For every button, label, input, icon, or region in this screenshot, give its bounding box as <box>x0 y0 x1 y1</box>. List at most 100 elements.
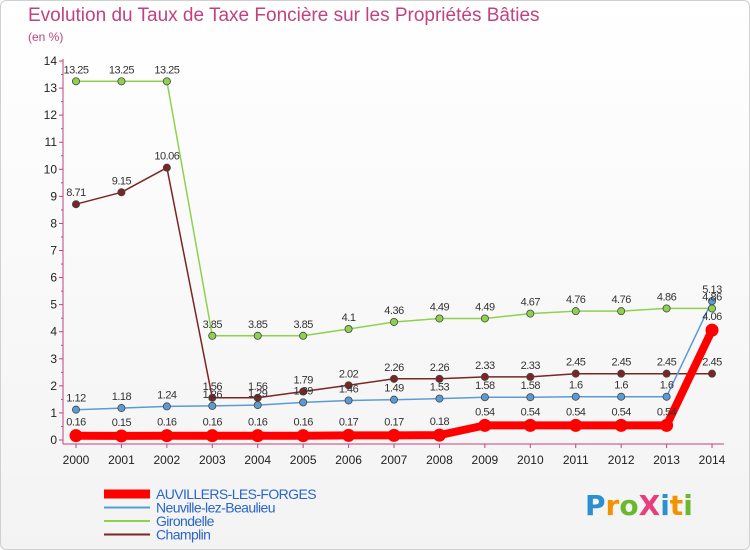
data-label: 0.54 <box>657 406 677 418</box>
y-tick-label: 8 <box>50 216 57 230</box>
data-label: 1.39 <box>293 385 313 397</box>
data-label: 0.16 <box>248 417 268 429</box>
data-label: 1.79 <box>293 375 313 387</box>
data-point <box>72 405 81 414</box>
y-tick-label: 13 <box>44 81 58 95</box>
data-point <box>526 372 535 381</box>
data-point <box>526 393 535 402</box>
data-point <box>117 188 126 197</box>
data-label: 9.15 <box>112 175 132 187</box>
x-tick-label: 2014 <box>699 453 726 467</box>
data-point <box>432 428 446 442</box>
data-label: 4.1 <box>342 312 356 324</box>
data-point <box>72 77 81 86</box>
data-label: 4.49 <box>475 301 495 313</box>
data-label: 0.54 <box>611 406 631 418</box>
x-tick-label: 2004 <box>244 453 271 467</box>
data-point <box>480 314 489 323</box>
data-label: 1.26 <box>203 389 223 401</box>
data-point <box>205 429 219 443</box>
data-label: 1.6 <box>614 380 628 392</box>
data-point <box>344 396 353 405</box>
data-label: 1.12 <box>66 393 86 405</box>
data-point <box>526 309 535 318</box>
data-label: 2.45 <box>611 357 631 369</box>
x-tick-label: 2009 <box>472 453 499 467</box>
data-label: 0.54 <box>566 406 586 418</box>
data-point <box>162 402 171 411</box>
data-label: 2.33 <box>521 360 541 372</box>
data-point <box>390 395 399 404</box>
data-point <box>708 369 717 378</box>
data-point <box>390 374 399 383</box>
data-label: 4.49 <box>430 301 450 313</box>
x-tick-label: 2005 <box>290 453 317 467</box>
data-label: 1.58 <box>521 380 541 392</box>
data-point <box>253 331 262 340</box>
data-point <box>344 381 353 390</box>
series-points <box>69 77 719 443</box>
data-point <box>569 418 583 432</box>
logo-letter: o <box>619 489 639 522</box>
data-point <box>117 77 126 86</box>
data-point <box>708 297 717 306</box>
data-point <box>253 401 262 410</box>
data-point <box>617 369 626 378</box>
data-point <box>705 323 719 337</box>
legend-label: AUVILLERS-LES-FORGES <box>156 486 316 502</box>
data-point <box>660 418 674 432</box>
legend: AUVILLERS-LES-FORGESNeuville-lez-Beaulie… <box>104 486 317 543</box>
data-label: 1.56 <box>248 381 268 393</box>
data-label: 1.49 <box>384 383 404 395</box>
data-label: 3.85 <box>248 319 268 331</box>
data-point <box>208 331 217 340</box>
x-tick-label: 2006 <box>335 453 362 467</box>
proxiti-logo: ProXiti <box>585 489 693 522</box>
data-point <box>162 163 171 172</box>
chart-subtitle: (en %) <box>28 30 64 44</box>
data-label: 3.85 <box>203 319 223 331</box>
data-label: 13.25 <box>63 64 88 76</box>
data-point <box>162 77 171 86</box>
data-point <box>571 369 580 378</box>
data-point <box>617 392 626 401</box>
logo-letter: t <box>669 489 684 522</box>
data-label: 0.17 <box>384 416 404 428</box>
data-label: 2.45 <box>566 357 586 369</box>
y-tick-label: 6 <box>50 271 57 285</box>
data-label: 1.46 <box>339 383 359 395</box>
logo-letter: i <box>683 489 693 522</box>
data-label: 4.86 <box>657 291 677 303</box>
data-label: 0.18 <box>430 416 450 428</box>
data-point <box>114 429 128 443</box>
x-tick-label: 2000 <box>63 453 90 467</box>
data-label: 1.56 <box>203 381 223 393</box>
data-point <box>208 393 217 402</box>
data-label: 4.76 <box>611 294 631 306</box>
data-label: 2.33 <box>475 360 495 372</box>
data-point <box>614 418 628 432</box>
data-label: 4.06 <box>702 311 722 323</box>
data-point <box>299 331 308 340</box>
y-tick-label: 4 <box>50 325 57 339</box>
data-point <box>523 418 537 432</box>
chart-title: Evolution du Taux de Taxe Foncière sur l… <box>28 5 540 26</box>
y-tick-label: 1 <box>50 406 57 420</box>
y-tick-label: 2 <box>50 379 57 393</box>
data-label: 0.17 <box>339 416 359 428</box>
y-tick-label: 9 <box>50 189 57 203</box>
data-point <box>160 429 174 443</box>
data-point <box>480 393 489 402</box>
logo-letter: P <box>585 489 606 522</box>
data-point <box>662 304 671 313</box>
y-tick-label: 12 <box>44 108 58 122</box>
data-label: 4.76 <box>566 294 586 306</box>
data-label: 8.71 <box>66 187 86 199</box>
data-point <box>662 392 671 401</box>
data-labels: 0.16 0.15 0.16 0.16 0.16 0.16 0.17 0.17 0.18 0.54… <box>63 64 722 429</box>
data-point <box>344 325 353 334</box>
data-label: 1.18 <box>112 391 132 403</box>
data-point <box>72 200 81 209</box>
data-point <box>69 429 83 443</box>
